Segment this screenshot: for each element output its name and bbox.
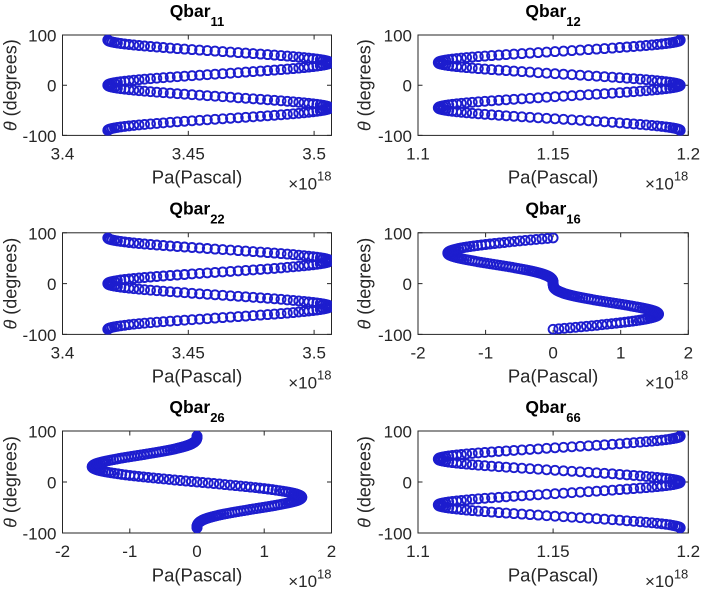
svg-text:0: 0 <box>548 343 557 362</box>
svg-text:θ (degrees): θ (degrees) <box>1 436 21 528</box>
svg-text:Pa(Pascal): Pa(Pascal) <box>508 564 598 585</box>
svg-text:θ (degrees): θ (degrees) <box>355 238 375 330</box>
svg-text:-2: -2 <box>55 542 70 561</box>
svg-text:100: 100 <box>28 423 56 442</box>
svg-text:0: 0 <box>403 275 412 294</box>
svg-text:3.5: 3.5 <box>302 343 326 362</box>
svg-text:1.2: 1.2 <box>676 542 700 561</box>
svg-text:Pa(Pascal): Pa(Pascal) <box>152 564 242 585</box>
svg-text:100: 100 <box>28 27 56 46</box>
svg-text:100: 100 <box>384 423 412 442</box>
svg-text:100: 100 <box>384 27 412 46</box>
svg-text:2: 2 <box>684 343 693 362</box>
svg-text:-100: -100 <box>22 127 56 146</box>
svg-text:-1: -1 <box>478 343 493 362</box>
svg-text:-2: -2 <box>410 343 425 362</box>
svg-text:-100: -100 <box>22 525 56 544</box>
svg-text:1.1: 1.1 <box>406 542 430 561</box>
svg-text:2: 2 <box>327 542 336 561</box>
svg-text:0: 0 <box>47 77 56 96</box>
svg-text:-100: -100 <box>378 127 412 146</box>
svg-text:3.5: 3.5 <box>302 144 326 163</box>
svg-text:θ (degrees): θ (degrees) <box>355 436 375 528</box>
svg-text:100: 100 <box>384 224 412 243</box>
svg-text:3.4: 3.4 <box>51 343 75 362</box>
svg-text:0: 0 <box>403 77 412 96</box>
svg-text:1.15: 1.15 <box>537 542 570 561</box>
svg-text:1.2: 1.2 <box>676 144 700 163</box>
svg-text:-100: -100 <box>378 326 412 345</box>
svg-text:0: 0 <box>47 275 56 294</box>
svg-text:θ (degrees): θ (degrees) <box>1 238 21 330</box>
svg-text:Pa(Pascal): Pa(Pascal) <box>508 167 598 188</box>
svg-text:Pa(Pascal): Pa(Pascal) <box>152 366 242 387</box>
svg-text:1: 1 <box>259 542 268 561</box>
svg-text:0: 0 <box>403 474 412 493</box>
svg-text:Pa(Pascal): Pa(Pascal) <box>508 366 598 387</box>
svg-text:0: 0 <box>192 542 201 561</box>
svg-text:3.4: 3.4 <box>51 144 75 163</box>
svg-text:Pa(Pascal): Pa(Pascal) <box>152 167 242 188</box>
svg-text:1.15: 1.15 <box>537 144 570 163</box>
svg-text:0: 0 <box>47 474 56 493</box>
svg-text:θ (degrees): θ (degrees) <box>355 39 375 131</box>
svg-text:1: 1 <box>616 343 625 362</box>
svg-text:-1: -1 <box>122 542 137 561</box>
svg-text:3.45: 3.45 <box>172 144 205 163</box>
svg-text:-100: -100 <box>378 525 412 544</box>
svg-text:θ (degrees): θ (degrees) <box>1 39 21 131</box>
svg-text:3.45: 3.45 <box>172 343 205 362</box>
svg-text:-100: -100 <box>22 326 56 345</box>
svg-text:1.1: 1.1 <box>406 144 430 163</box>
svg-text:100: 100 <box>28 224 56 243</box>
